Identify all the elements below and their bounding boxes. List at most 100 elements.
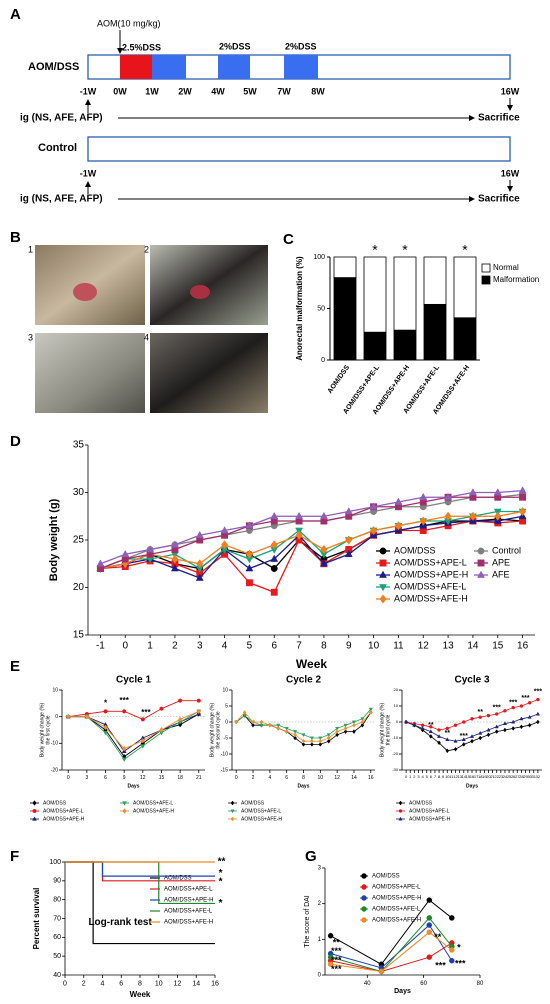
legend-label: AOM/DSS+AFE-H [241,816,282,822]
marker [245,521,254,529]
marker [470,717,474,721]
series-line [100,489,523,565]
x-tick-label: 25 [507,774,512,779]
series-line [100,510,523,570]
marker [251,722,255,728]
x-tick-label: 80 [477,981,484,987]
x-tick-label: 5 [247,641,253,652]
marker [412,722,417,727]
week-label: 16W [501,168,520,178]
marker [527,701,532,705]
marker [449,957,455,964]
marker [343,729,348,734]
bar-segment [333,256,357,279]
week-label: 1W [145,86,159,96]
annotation: * [219,898,223,909]
marker [270,554,279,562]
x-tick-label: 3 [197,641,203,652]
legend-marker [361,917,367,923]
y-tick-label: 1 [318,937,322,943]
legend-label: AOM/DSS+AFE-H [133,808,174,814]
marker [284,729,289,734]
marker [429,725,433,729]
marker [419,516,427,526]
y-axis-label: the third cycle [385,714,391,745]
x-tick-label: 14 [462,774,467,779]
group-label: AOM/DSS [28,61,79,73]
panel-label: A [10,6,21,23]
dss-block [284,55,318,79]
bar-segment [423,303,447,361]
legend-marker [379,547,387,555]
x-axis-label: Days [298,783,310,789]
week-label: -1W [80,168,97,178]
marker [478,715,482,719]
annotation: ** [218,857,226,868]
annotation: * [219,876,223,887]
week-label: 16W [501,86,520,96]
x-tick-label: 8 [302,775,305,781]
x-tick-label: 10 [155,981,163,988]
legend-label: AOM/DSS [164,876,192,882]
x-tick-label: 4 [101,981,105,988]
x-tick-label: 10 [368,641,380,652]
marker [268,722,272,728]
y-tick-label: -20 [392,751,399,756]
x-tick-label: 2 [413,774,416,779]
x-axis-label: Week [130,990,151,999]
legend-marker [32,816,37,821]
panel-label: D [10,433,21,450]
x-tick-label: 15 [466,774,471,779]
x-tick-label: 17 [474,774,479,779]
x-tick-label: 14 [192,981,200,988]
annotation-text: Log-rank test [88,917,152,928]
bar-segment [453,256,477,319]
marker [310,742,314,747]
annotation: *** [534,688,542,695]
marker [140,744,146,749]
x-tick-label: 60 [420,981,427,987]
x-tick-label: 13 [443,641,455,652]
marker [503,709,507,713]
timeline-bar [87,136,511,162]
x-tick-label: 6 [430,774,433,779]
annotation: *** [509,700,517,707]
annotation: *** [141,708,151,717]
marker [468,488,477,496]
x-tick-label: 1 [409,774,412,779]
marker [343,723,348,728]
marker [326,738,331,744]
marker [437,740,441,746]
x-tick-label: 12 [418,641,430,652]
x-tick-label: 18 [177,775,183,781]
x-tick-label: 9 [442,774,445,779]
legend-marker [361,873,367,879]
aom-block [120,55,152,79]
marker [445,748,450,754]
legend-marker [361,884,367,890]
annotation: * [402,242,408,258]
x-tick-label: 1 [147,641,153,652]
marker [511,726,515,731]
marker [511,719,516,724]
y-tick-label: 100 [49,859,61,866]
marker [453,723,458,727]
x-tick-label: 31 [532,774,537,779]
legend-marker [398,800,403,806]
legend-marker [477,547,485,555]
marker [140,737,145,744]
y-tick-label: 60 [53,934,61,941]
marker [276,726,281,731]
x-tick-label: 10 [445,774,450,779]
marker [270,565,278,572]
marker [360,717,365,722]
marker [519,724,524,730]
y-axis-label: Percent survival [32,888,41,950]
chart-title: Cycle 1 [116,675,151,686]
marker [449,947,455,953]
marker [171,554,179,564]
series-line [330,931,453,972]
y-tick-label: 35 [73,440,85,451]
marker [319,559,328,567]
chart-title: Cycle 2 [286,675,321,686]
